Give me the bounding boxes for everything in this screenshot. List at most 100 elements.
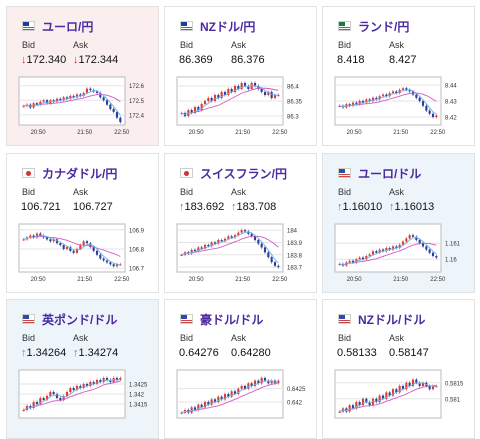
trend-arrow-icon: ↑ [21,347,27,359]
pair-title-link[interactable]: ランド/円 [338,18,409,34]
candle [348,104,351,106]
bid-value: 86.369 [179,54,213,66]
candlestick-chart: 106.9 106.8 106.7 20:50 21:50 22:50 [18,223,145,283]
candlestick-chart: 1.161 1.16 20:50 21:50 22:50 [334,223,461,283]
x-tick-label: 21:50 [235,130,251,136]
candle [428,110,431,114]
candle [378,395,381,402]
y-tick-label: 183.8 [287,253,303,259]
pair-title-link[interactable]: 豪ドル/ドル [180,311,263,327]
candle [220,92,223,98]
candle [260,378,263,384]
y-tick-label: 86.35 [287,100,303,106]
candle [95,91,99,93]
candle [257,380,260,384]
rate-card[interactable]: NZドル/ドル Bid Ask 0.58133 0.58147 0.5815 0.581 [322,299,475,439]
pair-title-link[interactable]: カナダドル/円 [22,165,117,181]
candle [415,379,418,383]
pair-name: 英ポンド/ドル [42,312,118,327]
pair-title-link[interactable]: ユーロ/円 [22,18,93,34]
pair-title-link[interactable]: NZドル/ドル [338,311,425,327]
bid-label: Bid [22,333,36,343]
rate-card[interactable]: NZドル/円 Bid Ask 86.369 86.376 86.4 86.35 86.3 20:… [164,6,317,146]
ca-flag-icon [22,168,35,178]
candle [75,386,79,390]
candle [408,382,411,386]
candle [428,249,431,253]
candle [197,107,200,110]
bid-value: ↑1.16010 [337,201,383,213]
y-tick-label: 172.5 [129,99,145,105]
candle [428,386,431,390]
candle [220,240,223,242]
candle [82,93,85,96]
candle [35,402,39,404]
x-tick-label: 22:50 [272,130,288,136]
candle [203,402,207,408]
candle [425,246,428,250]
rate-card[interactable]: スイスフラン/円 Bid Ask ↑183.692 ↑183.708 184 183.9 18… [164,153,317,293]
candle [375,398,378,402]
bid-value: 8.418 [337,54,365,66]
candle [418,382,421,386]
ask-label: Ask [231,333,247,343]
pair-title-link[interactable]: NZドル/円 [180,18,255,34]
candle [421,382,425,386]
candle [273,95,277,98]
candle [65,97,69,99]
candle [190,110,193,113]
candle [52,239,55,242]
candle [112,264,115,267]
rate-card[interactable]: ランド/円 Bid Ask 8.418 8.427 8.44 8.43 8.42 20:50 21… [322,6,475,146]
y-tick-label: 0.5815 [445,381,464,387]
rate-card[interactable]: カナダドル/円 Bid Ask 106.721 106.727 106.9 106.8 106… [6,153,159,293]
ask-label: Ask [73,333,89,343]
ask-value: 0.58147 [389,347,429,359]
pair-title-link[interactable]: ユーロ/ドル [338,165,421,181]
y-tick-label: 184 [287,229,298,235]
rate-card[interactable]: ユーロ/円 Bid Ask ↓172.340 ↓172.344 172.6 172.5 172… [6,6,159,146]
candle [435,115,438,117]
candle [180,113,183,115]
rate-card[interactable]: 英ポンド/ドル Bid Ask ↑1.34264 ↑1.34274 1.3425 1.342… [6,299,159,439]
candle [89,243,92,248]
za-flag-icon [338,21,351,31]
x-tick-label: 22:50 [114,130,130,136]
rate-card[interactable]: ユーロ/ドル Bid Ask ↑1.16010 ↑1.16013 1.161 1.16 20:… [322,153,475,293]
candle [187,252,190,254]
pair-title-link[interactable]: スイスフラン/円 [180,165,287,181]
ask-label: Ask [231,187,247,197]
ma-short-line [339,89,437,115]
candle [109,104,112,109]
candle [75,248,79,253]
candle [250,383,253,386]
candle [253,380,257,386]
y-tick-label: 1.3425 [129,383,148,389]
candle [408,89,411,92]
candle [22,410,25,412]
candle [375,97,378,100]
candle [119,264,122,266]
ma-short-line [339,382,437,413]
candle [29,235,32,238]
pair-title-link[interactable]: 英ポンド/ドル [22,311,117,327]
y-tick-label: 172.6 [129,84,145,90]
rate-card[interactable]: 豪ドル/ドル Bid Ask 0.64276 0.64280 0.6425 0.642 [164,299,317,439]
candle [395,389,398,393]
candle [230,236,233,238]
candle [85,384,89,386]
candle [223,394,227,400]
candle [223,92,227,95]
candle [59,398,62,400]
candle [42,100,45,102]
x-tick-label: 20:50 [31,277,47,283]
y-tick-label: 1.161 [445,242,461,248]
candle [95,380,99,384]
candle [115,378,119,380]
chart-plot-area [18,223,126,273]
candle [119,378,122,380]
candle [260,89,263,92]
candle [39,233,42,236]
candle [35,103,39,105]
bid-label: Bid [180,187,194,197]
